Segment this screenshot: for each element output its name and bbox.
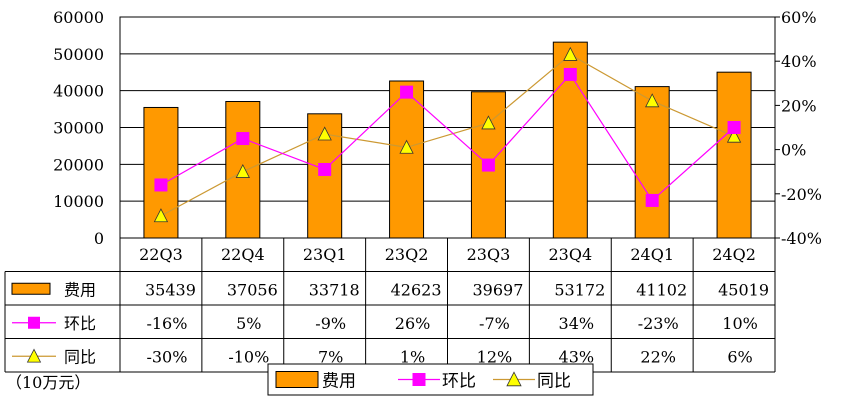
cell-value: 43%	[559, 347, 595, 366]
cell-value: 5%	[236, 314, 261, 333]
point	[726, 128, 742, 143]
point	[318, 162, 332, 176]
legend-swatch-fee	[275, 371, 319, 388]
y-right-tick-label: 40%	[781, 52, 817, 71]
row-key-marker	[28, 316, 40, 329]
data-table: 22Q3 22Q4 23Q1 23Q2 23Q3 23Q4 24Q1 24Q2 费用 35439 3…	[4, 238, 776, 373]
cell-value: 35439	[145, 280, 196, 299]
legend-label-mom: 环比	[442, 372, 476, 392]
cell-value: 7%	[318, 347, 343, 366]
cell-value: 22%	[640, 347, 676, 366]
point	[154, 178, 168, 192]
row-key-fee	[11, 282, 51, 295]
x-tick-label: 23Q3	[467, 245, 511, 264]
legend-label-yoy: 同比	[537, 372, 571, 392]
point	[481, 158, 495, 172]
cell-value: 1%	[400, 347, 425, 366]
x-tick-label: 24Q2	[712, 245, 756, 264]
y-left-tick-label: 50000	[53, 45, 104, 64]
legend-box	[267, 363, 594, 396]
cell-value: 53172	[554, 280, 605, 299]
y-left-tick-label: 60000	[53, 8, 104, 27]
cell-value: 39697	[472, 280, 523, 299]
x-tick-label: 22Q4	[221, 245, 265, 264]
x-tick-label: 23Q4	[548, 245, 592, 264]
series-line	[160, 53, 735, 217]
cell-value: -10%	[228, 347, 269, 366]
cell-value: 45019	[718, 280, 769, 299]
cell-value: -30%	[146, 347, 187, 366]
cell-value: -7%	[479, 314, 510, 333]
y-left-tick-label: 40000	[53, 82, 104, 101]
y-right-tick-label: -20%	[781, 185, 822, 204]
x-tick-label: 23Q1	[303, 245, 347, 264]
y-left-tick-label: 10000	[53, 192, 104, 211]
legend-marker-mom	[412, 373, 426, 386]
unit-note: （10万元）	[6, 373, 90, 392]
row-label: 环比	[64, 314, 96, 333]
cell-value: -16%	[146, 314, 187, 333]
point	[563, 46, 578, 61]
x-tick-label: 22Q3	[139, 245, 183, 264]
bar-series-fee	[143, 41, 752, 239]
bar	[716, 71, 752, 239]
cell-value: 42623	[391, 280, 442, 299]
bar	[389, 80, 425, 239]
point	[645, 93, 660, 108]
cell-value: 37056	[227, 280, 278, 299]
point	[645, 193, 659, 207]
cell-value: 33718	[309, 280, 360, 299]
series-line	[160, 73, 735, 202]
point	[563, 67, 577, 81]
y-left-tick-label: 0	[94, 229, 104, 248]
cell-value: 10%	[722, 314, 758, 333]
cell-value: -9%	[315, 314, 346, 333]
x-tick-label: 24Q1	[630, 245, 674, 264]
y-right-tick-label: -40%	[781, 229, 822, 248]
y-left-tick-label: 20000	[53, 155, 104, 174]
y-right-tick-label: 60%	[781, 8, 817, 27]
legend-marker-yoy	[506, 371, 522, 387]
row-label: 同比	[64, 347, 96, 366]
legend-label-fee: 费用	[322, 372, 356, 392]
cell-value: 6%	[727, 347, 752, 366]
cell-value: 12%	[477, 347, 513, 366]
point	[727, 121, 741, 134]
point	[481, 115, 496, 130]
y-right-tick-label: 0%	[781, 141, 806, 160]
point	[236, 132, 250, 146]
point	[400, 85, 414, 99]
row-label: 费用	[64, 280, 96, 299]
cell-value: -23%	[638, 314, 679, 333]
y-left-tick-label: 30000	[53, 119, 104, 138]
gridlines	[120, 16, 775, 239]
point	[317, 126, 332, 141]
y-right-tick-label: 20%	[781, 96, 817, 115]
point	[399, 139, 414, 154]
cell-value: 34%	[559, 314, 595, 333]
cell-value: 26%	[395, 314, 431, 333]
row-key-marker	[26, 348, 42, 363]
point	[235, 163, 250, 178]
line-series	[153, 46, 742, 223]
point	[153, 208, 169, 223]
bar	[634, 86, 670, 239]
x-tick-label: 23Q2	[385, 245, 429, 264]
legend: （10万元） 费用 环比 同比	[6, 363, 594, 396]
cell-value: 41102	[636, 280, 687, 299]
